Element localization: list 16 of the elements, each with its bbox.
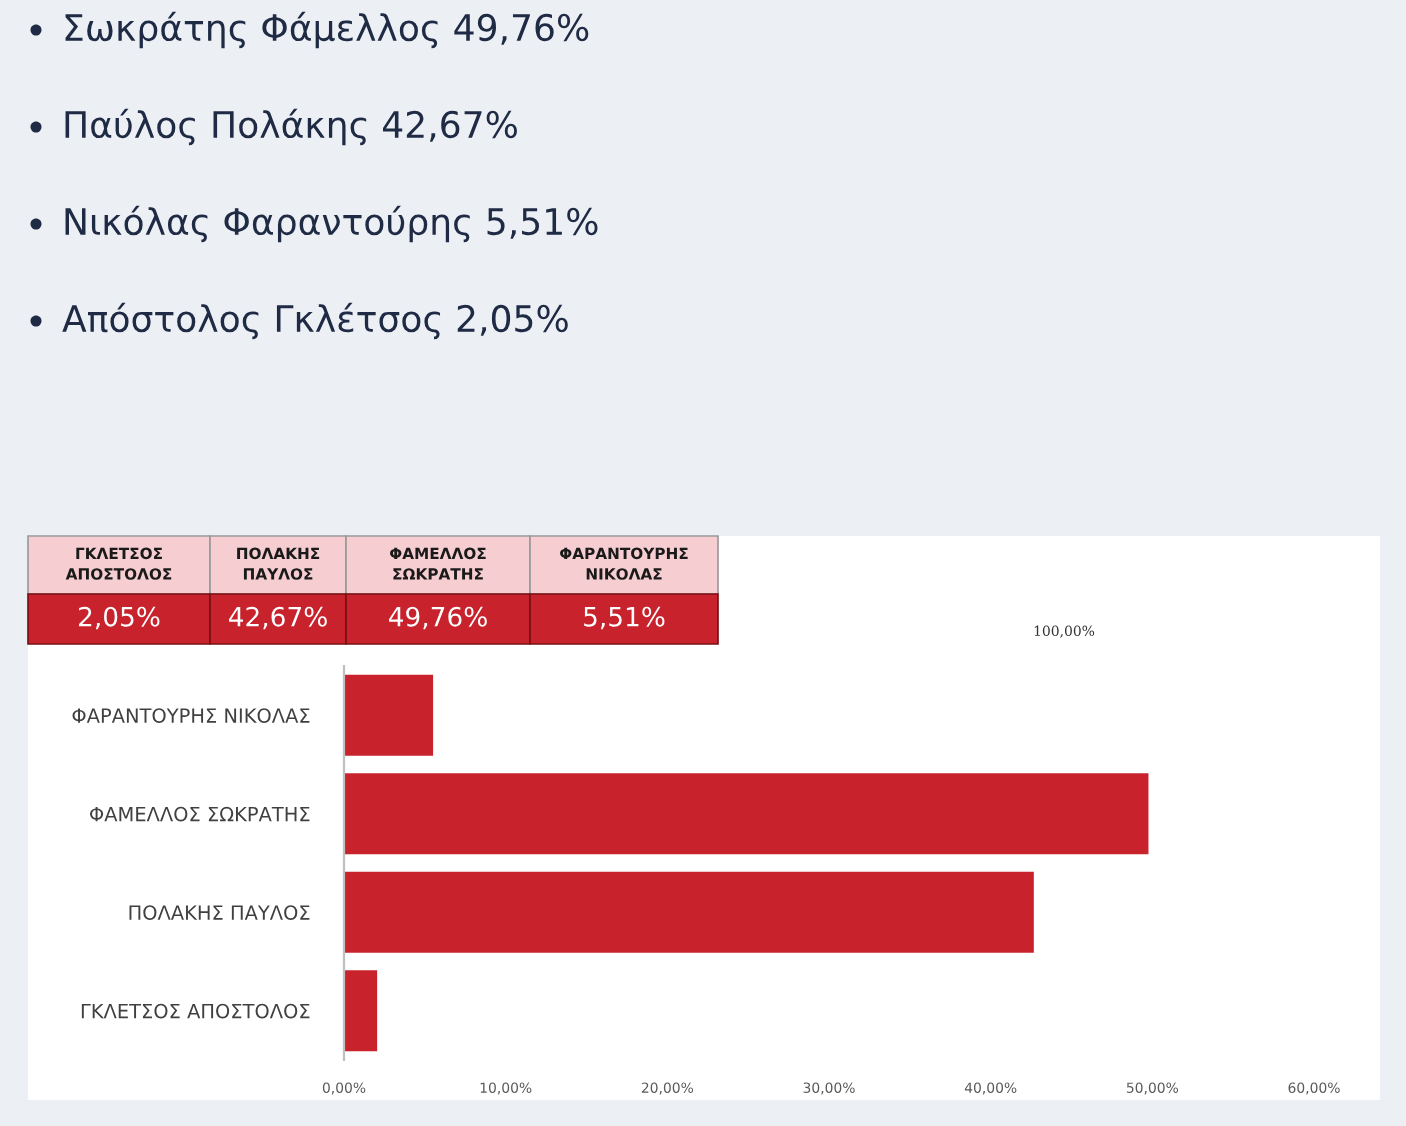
y-tick-label: ΓΚΛΕΤΣΟΣ ΑΠΟΣΤΟΛΟΣ <box>81 1003 310 1019</box>
text: Απόστολος Γκλέτσος 2,05% <box>62 302 568 340</box>
y-tick-label: ΦΑΜΕΛΛΟΣ ΣΩΚΡΑΤΗΣ <box>90 806 310 822</box>
bar <box>344 871 1034 953</box>
y-tick-label: ΠΟΛΑΚΗΣ ΠΑΥΛΟΣ <box>129 905 310 920</box>
bar <box>344 773 1149 855</box>
text: Σωκράτης Φάμελλος 49,76% <box>65 11 589 49</box>
text: Νικόλας Φαραντούρης 5,51% <box>65 205 598 243</box>
text: 5,51% <box>584 606 665 630</box>
y-tick-label: ΦΑΡΑΝΤΟΥΡΗΣ ΝΙΚΟΛΑΣ <box>72 708 310 723</box>
bar <box>344 674 434 756</box>
text: 2,05% <box>79 606 160 630</box>
text: Παύλος Πολάκης 42,67% <box>65 108 517 146</box>
text: 42,67% <box>228 606 327 630</box>
bar <box>344 970 378 1052</box>
text: 49,76% <box>388 606 487 630</box>
